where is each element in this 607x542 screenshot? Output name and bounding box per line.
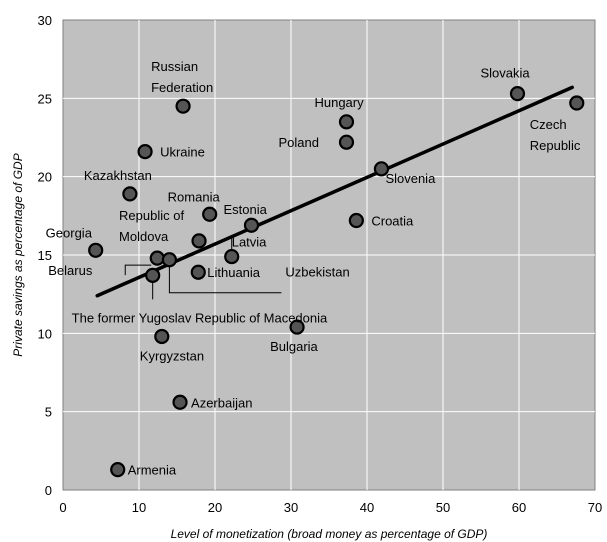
data-point [348,212,364,229]
data-point [88,242,104,258]
point-label: Hungary [314,95,364,110]
point-label: Republic of Moldova [119,208,184,244]
point-label: Azerbaijan [191,395,252,410]
point-label: Slovakia [480,66,530,81]
data-point [289,319,305,335]
data-point [202,206,218,222]
point-label: The former Yugoslav Republic of Macedoni… [72,310,328,325]
data-point [191,233,207,249]
point-label: Uzbekistan [285,265,349,280]
point-label: Kazakhstan [84,168,152,183]
x-tick-label: 50 [436,500,450,515]
point-label: Ukraine [160,145,205,160]
data-point [224,248,240,265]
data-point [569,95,585,111]
label-leader-lines [124,236,282,300]
y-tick-label: 15 [38,248,52,263]
x-tick-label: 60 [512,500,526,515]
point-label: Romania [168,189,221,204]
y-tick-label: 25 [38,91,52,106]
x-tick-label: 40 [360,500,374,515]
y-tick-label: 5 [45,405,52,420]
point-label: Georgia [46,225,93,240]
x-tick-label: 70 [588,500,602,515]
data-point [145,267,161,283]
x-axis-ticks: 0 10 20 30 40 50 60 70 [59,500,602,515]
point-label: Kyrgyzstan [140,348,204,363]
y-tick-label: 20 [38,170,52,185]
uzbekistan-leader [168,266,282,294]
data-point [161,252,177,268]
point-label: Lithuania [207,265,261,280]
point-label: Czech Republic [530,117,581,153]
data-point [149,250,165,266]
x-tick-label: 10 [132,500,146,515]
data-point [373,161,390,177]
data-point [175,98,191,114]
belarus-leader [124,264,152,276]
x-tick-label: 20 [208,500,222,515]
data-point [122,186,138,202]
data-point [338,134,355,150]
y-axis-label: Private savings as percentage of GDP [11,153,25,356]
data-points [88,86,585,478]
data-point [110,462,126,478]
data-point [172,394,188,410]
x-axis-label: Level of monetization (broad money as pe… [171,527,488,541]
point-label: Latvia [232,235,267,250]
point-label: Croatia [371,214,414,229]
y-tick-label: 30 [38,13,52,28]
y-tick-label: 10 [38,326,52,341]
y-tick-label: 0 [45,483,52,498]
data-point [509,86,526,102]
data-point [137,144,153,160]
point-label: Russian Federation [151,59,213,95]
x-tick-label: 0 [59,500,66,515]
point-labels: Armenia Azerbaijan Kyrgyzstan Bulgaria The f… [46,59,581,477]
data-point [243,217,260,233]
point-label: Armenia [128,463,177,478]
y-axis-ticks: 0 5 10 15 20 25 30 [38,13,52,498]
point-label: Estonia [223,202,267,217]
point-label: Poland [278,135,318,150]
data-point [154,328,170,345]
data-point [190,264,206,280]
point-label: Slovenia [385,171,436,186]
data-point [338,114,355,130]
x-tick-label: 30 [284,500,298,515]
point-label: Bulgaria [270,339,318,354]
point-label: Belarus [48,263,93,278]
